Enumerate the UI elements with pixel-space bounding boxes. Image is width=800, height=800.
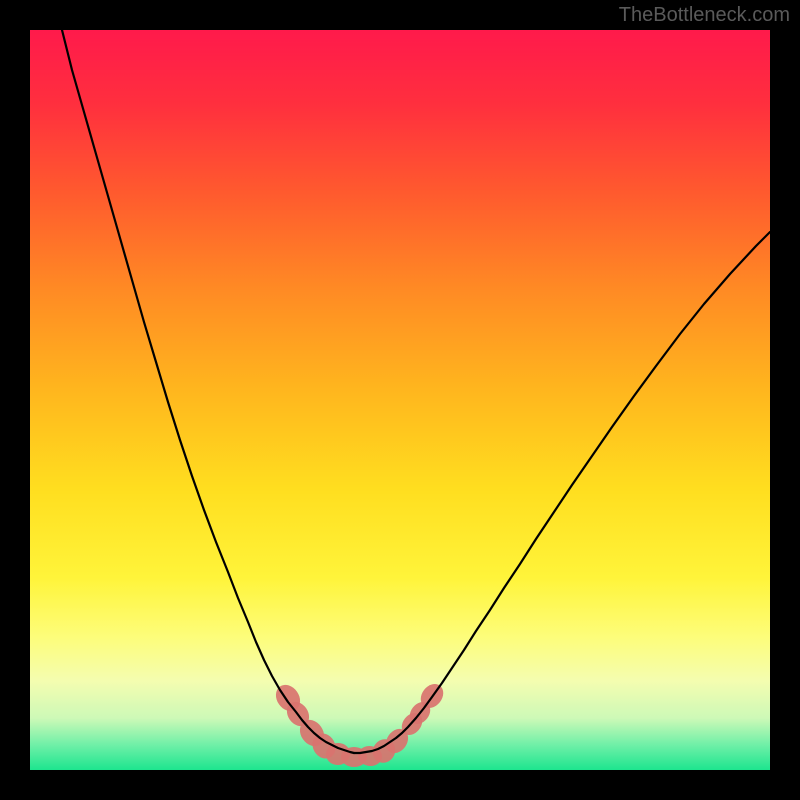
curve-layer (30, 30, 770, 770)
plot-area (30, 30, 770, 770)
watermark-text: TheBottleneck.com (619, 4, 790, 27)
curve-left (62, 30, 354, 753)
chart-container: TheBottleneck.com (0, 0, 800, 800)
curve-right (354, 232, 770, 753)
valley-marks (271, 680, 448, 768)
